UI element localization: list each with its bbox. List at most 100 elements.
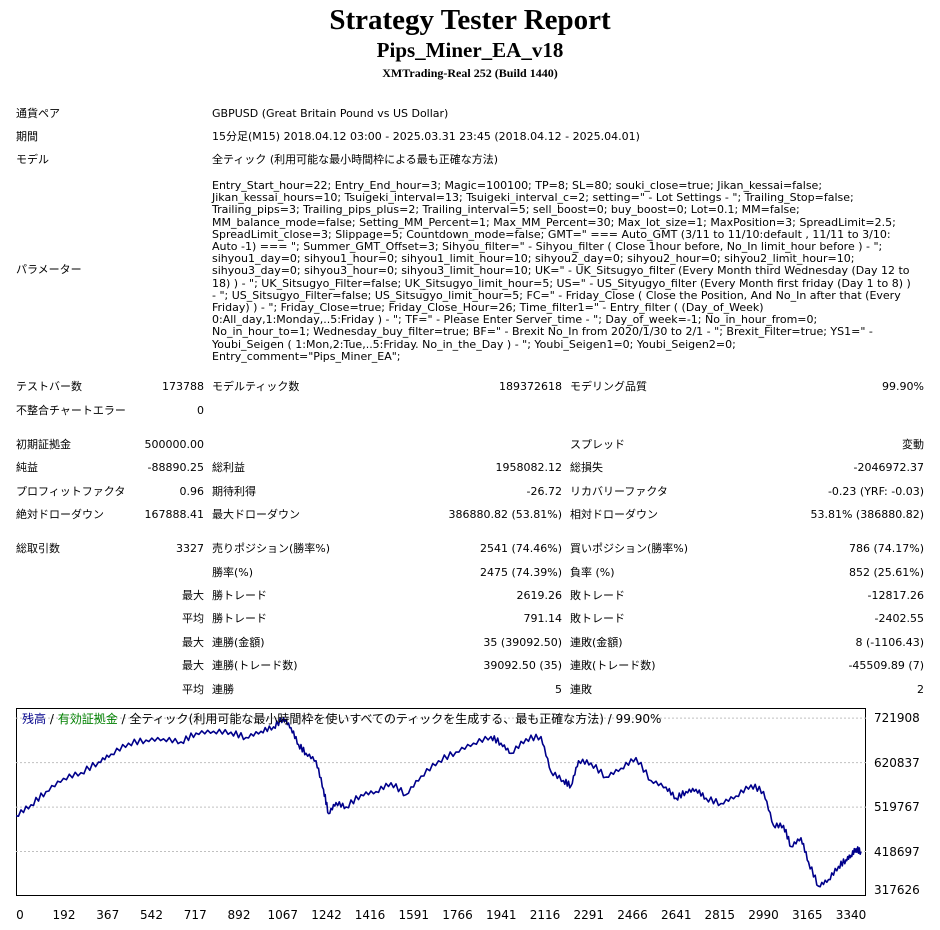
gross-loss-label: 総損失 — [570, 461, 603, 474]
balance-line — [16, 717, 862, 888]
x-tick-label: 892 — [227, 908, 251, 922]
cons-wins-count-label: 連勝(トレード数) — [212, 659, 298, 672]
avg-cons-wins-value: 5 — [555, 683, 562, 696]
ea-name: Pips_Miner_EA_v18 — [376, 38, 564, 62]
x-tick-label: 1242 — [311, 908, 342, 922]
expected-payoff-label: 期待利得 — [212, 485, 256, 498]
largest-loss-value: -12817.26 — [867, 589, 924, 602]
short-positions-value: 2541 (74.46%) — [479, 542, 562, 555]
legend-balance: 残高 — [22, 712, 47, 726]
report-title: Strategy Tester Report — [329, 4, 611, 36]
largest-loss-label: 敗トレード — [570, 589, 625, 602]
symbol-label: 通貨ペア — [16, 107, 60, 120]
model-label: モデル — [16, 153, 49, 166]
chart-frame — [16, 708, 866, 896]
deposit-value: 500000.00 — [144, 438, 205, 451]
cons-losses-money-label: 連敗(金額) — [570, 636, 623, 649]
max-label-2: 最大 — [182, 636, 204, 649]
avg-label-2: 平均 — [182, 683, 204, 696]
legend-model: 全ティック(利用可能な最小時間枠を使いすべてのティックを生成する、最も正確な方法… — [129, 712, 662, 726]
x-tick-label: 1766 — [442, 908, 473, 922]
spread-label: スプレッド — [570, 438, 625, 451]
y-tick-label: 418697 — [874, 844, 920, 859]
chart-lines — [16, 717, 862, 888]
avg-loss-label: 敗トレード — [570, 612, 625, 625]
deposit-label: 初期証拠金 — [16, 438, 71, 451]
ticks-value: 189372618 — [499, 380, 562, 393]
chart-grid — [16, 717, 866, 853]
largest-win-label: 勝トレード — [212, 589, 267, 602]
relative-drawdown-value: 53.81% (386880.82) — [810, 508, 924, 521]
total-trades-label: 総取引数 — [16, 542, 60, 555]
avg-cons-losses-label: 連敗 — [570, 683, 592, 696]
quality-value: 99.90% — [882, 380, 924, 393]
long-positions-value: 786 (74.17%) — [848, 542, 924, 555]
x-tick-label: 2641 — [660, 908, 692, 922]
gross-loss-value: -2046972.37 — [853, 461, 924, 474]
y-tick-label: 620837 — [874, 755, 920, 770]
net-profit-label: 純益 — [16, 461, 38, 474]
x-tick-label: 3340 — [835, 908, 867, 922]
cons-wins-money-label: 連勝(金額) — [212, 636, 265, 649]
x-tick-label: 1067 — [267, 908, 299, 922]
cons-losses-count-value: -45509.89 (7) — [848, 659, 924, 672]
legend-sep-2: / — [117, 712, 130, 726]
absolute-drawdown-label: 絶対ドローダウン — [16, 508, 104, 521]
profit-factor-value: 0.96 — [179, 485, 205, 498]
x-tick-label: 1941 — [485, 908, 517, 922]
cons-wins-money-value: 35 (39092.50) — [483, 636, 562, 649]
x-tick-label: 2815 — [704, 908, 736, 922]
x-tick-label: 3165 — [791, 908, 823, 922]
max-label: 最大 — [182, 589, 204, 602]
max-label-3: 最大 — [182, 659, 204, 672]
avg-win-label: 勝トレード — [212, 612, 267, 625]
x-tick-label: 2116 — [529, 908, 561, 922]
loss-rate-label: 負率 (%) — [570, 566, 615, 579]
total-trades-value: 3327 — [176, 542, 204, 555]
avg-loss-value: -2402.55 — [874, 612, 924, 625]
recovery-factor-label: リカバリーファクタ — [570, 485, 668, 498]
spread-value: 変動 — [902, 438, 924, 451]
loss-rate-value: 852 (25.61%) — [848, 566, 924, 579]
y-tick-label: 721908 — [874, 711, 920, 726]
absolute-drawdown-value: 167888.41 — [144, 508, 205, 521]
short-positions-label: 売りポジション(勝率%) — [212, 542, 331, 555]
period-label: 期間 — [16, 130, 38, 143]
avg-label: 平均 — [182, 612, 204, 625]
x-tick-label: 192 — [52, 908, 76, 922]
x-tick-label: 1416 — [354, 908, 386, 922]
x-tick-label: 2990 — [748, 908, 779, 922]
errors-label: 不整合チャートエラー — [16, 404, 126, 417]
net-profit-value: -88890.25 — [147, 461, 204, 474]
relative-drawdown-label: 相対ドローダウン — [570, 508, 658, 521]
long-positions-label: 買いポジション(勝率%) — [570, 542, 689, 555]
win-rate-label: 勝率(%) — [212, 566, 254, 579]
avg-win-value: 791.14 — [523, 612, 563, 625]
y-tick-label: 519767 — [874, 800, 920, 815]
x-tick-label: 717 — [183, 908, 207, 922]
gross-profit-value: 1958082.12 — [495, 461, 562, 474]
largest-win-value: 2619.26 — [516, 589, 563, 602]
x-tick-label: 2466 — [617, 908, 648, 922]
params-value: Entry_Start_hour=22; Entry_End_hour=3; M… — [212, 179, 911, 363]
x-tick-label: 0 — [16, 908, 24, 922]
legend-sep-1: / — [46, 712, 58, 726]
legend-equity: 有効証拠金 — [57, 712, 118, 726]
profit-factor-label: プロフィットファクタ — [16, 485, 126, 498]
bars-value: 173788 — [162, 380, 204, 393]
x-tick-label: 2291 — [573, 908, 605, 922]
win-rate-value: 2475 (74.39%) — [479, 566, 562, 579]
x-tick-label: 367 — [96, 908, 120, 922]
quality-label: モデリング品質 — [570, 380, 647, 393]
cons-losses-count-label: 連敗(トレード数) — [570, 659, 656, 672]
chart-legend: 残高 / 有効証拠金 / 全ティック(利用可能な最小時間枠を使いすべてのティック… — [22, 711, 661, 727]
avg-cons-wins-label: 連勝 — [212, 683, 234, 696]
balance-chart — [16, 708, 866, 896]
cons-losses-money-value: 8 (-1106.43) — [855, 636, 924, 649]
avg-cons-losses-value: 2 — [917, 683, 924, 696]
cons-wins-count-value: 39092.50 (35) — [483, 659, 562, 672]
errors-value: 0 — [197, 404, 204, 417]
symbol-value: GBPUSD (Great Britain Pound vs US Dollar… — [212, 107, 449, 120]
max-drawdown-label: 最大ドローダウン — [212, 508, 300, 521]
period-value: 15分足(M15) 2018.04.12 03:00 - 2025.03.31 … — [212, 130, 640, 143]
